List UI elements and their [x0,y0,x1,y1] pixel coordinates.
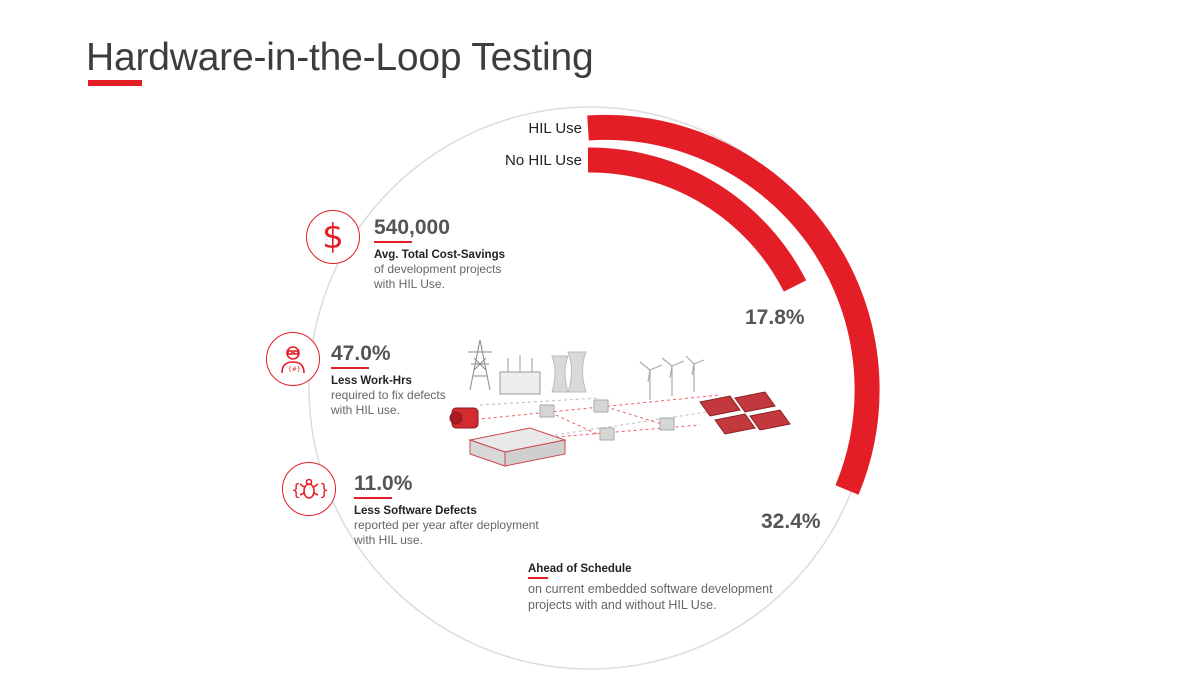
stat-value: 47.0% [331,342,391,365]
no-hil-use-arc [587,147,807,292]
stat-description-line: of development projects [374,262,502,276]
stat-cost-savings: 540,000 Avg. Total Cost-Savings of devel… [374,216,505,292]
svg-text:{: { [291,480,301,499]
outer-arc-percentage: 32.4% [761,510,821,533]
footnote-heading: Ahead of Schedule [528,563,632,575]
no-hil-use-label: No HIL Use [505,152,582,169]
schedule-footnote: Ahead of Schedule on current embedded so… [528,562,773,613]
energy-illustration [449,339,791,467]
stat-accent-bar [354,497,392,499]
dollar-icon: $ [306,210,360,264]
svg-text:}: } [319,480,328,499]
inverter-boxes [539,399,675,441]
stat-accent-bar [331,367,369,369]
cooling-towers [551,351,587,393]
hil-use-label: HIL Use [528,120,582,137]
stat-description-line: reported per year after deployment [354,518,539,532]
hil-use-arc [587,114,880,495]
stat-heading: Less Software Defects [354,505,477,517]
stat-work-hours: 47.0% Less Work-Hrs required to fix defe… [331,342,446,418]
svg-text:{#}: {#} [288,366,301,373]
stat-software-defects: 11.0% Less Software Defects reported per… [354,472,539,548]
wind-turbines [639,355,705,400]
stat-description-line: with HIL use. [354,533,423,547]
stat-accent-bar [374,241,412,243]
stat-heading: Avg. Total Cost-Savings [374,249,505,261]
bug-icon: { } [282,462,336,516]
stat-heading: Less Work-Hrs [331,375,412,387]
stat-description-line: with HIL use. [331,403,400,417]
substation [499,355,541,395]
footnote-accent-bar [528,577,548,579]
stat-description-line: required to fix defects [331,388,446,402]
inner-arc-percentage: 17.8% [745,306,805,329]
battery-racks [468,427,567,467]
solar-panels [699,391,791,435]
engineer-icon: {#} [266,332,320,386]
transmission-tower [468,339,492,391]
footnote-description-line: projects with and without HIL Use. [528,598,717,612]
stat-value: 11.0% [354,472,413,495]
footnote-description-line: on current embedded software development [528,582,773,596]
motor [449,407,479,429]
stat-value: 540,000 [374,216,450,239]
page-title: Hardware-in-the-Loop Testing [86,36,594,79]
stat-description-line: with HIL Use. [374,277,445,291]
title-underline [88,80,142,86]
